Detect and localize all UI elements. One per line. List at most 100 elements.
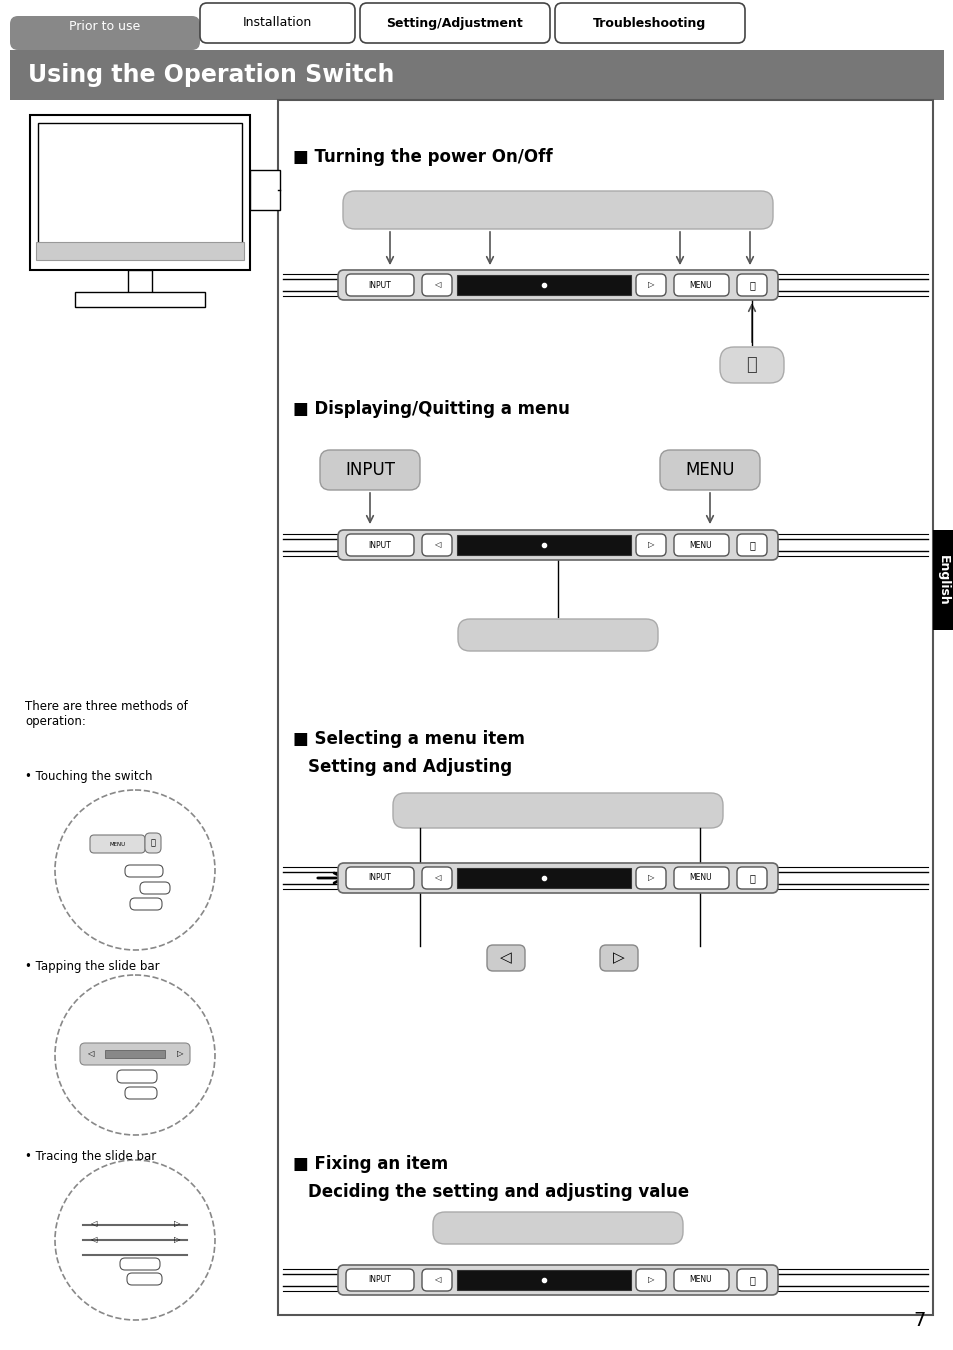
Circle shape — [55, 790, 214, 950]
Text: ◁: ◁ — [90, 1219, 96, 1228]
Text: ⏻: ⏻ — [746, 356, 757, 374]
Text: ▷: ▷ — [647, 281, 654, 289]
Text: Setting and Adjusting: Setting and Adjusting — [308, 757, 512, 776]
Text: ▷: ▷ — [647, 1276, 654, 1284]
FancyBboxPatch shape — [200, 3, 355, 43]
FancyBboxPatch shape — [421, 1269, 452, 1291]
FancyBboxPatch shape — [337, 863, 778, 892]
Text: MENU: MENU — [684, 460, 734, 479]
Text: ▷: ▷ — [173, 1219, 180, 1228]
Text: There are three methods of
operation:: There are three methods of operation: — [25, 701, 188, 728]
Bar — [30, 115, 250, 270]
FancyBboxPatch shape — [433, 1212, 682, 1243]
FancyBboxPatch shape — [140, 882, 170, 894]
Text: Installation: Installation — [243, 16, 312, 30]
FancyBboxPatch shape — [337, 270, 778, 300]
FancyBboxPatch shape — [673, 274, 728, 296]
FancyBboxPatch shape — [80, 1044, 190, 1065]
FancyBboxPatch shape — [127, 1273, 162, 1285]
FancyBboxPatch shape — [636, 867, 665, 890]
FancyBboxPatch shape — [673, 867, 728, 890]
Text: MENU: MENU — [689, 540, 712, 549]
Text: ◁: ◁ — [434, 873, 439, 883]
FancyBboxPatch shape — [343, 190, 772, 230]
FancyBboxPatch shape — [346, 1269, 414, 1291]
Circle shape — [55, 1160, 214, 1320]
FancyBboxPatch shape — [486, 945, 524, 971]
FancyBboxPatch shape — [421, 274, 452, 296]
Text: ▷: ▷ — [613, 950, 624, 965]
FancyBboxPatch shape — [636, 535, 665, 556]
Bar — [38, 123, 242, 243]
Text: Prior to use: Prior to use — [70, 20, 140, 32]
Text: INPUT: INPUT — [345, 460, 395, 479]
Text: INPUT: INPUT — [368, 1276, 391, 1284]
FancyBboxPatch shape — [125, 865, 163, 878]
Text: INPUT: INPUT — [368, 873, 391, 883]
Text: ▷: ▷ — [173, 1235, 180, 1245]
Text: Troubleshooting: Troubleshooting — [593, 16, 706, 30]
Text: MENU: MENU — [110, 841, 126, 846]
FancyBboxPatch shape — [673, 1269, 728, 1291]
FancyBboxPatch shape — [117, 1071, 157, 1083]
Bar — [932, 531, 953, 630]
Circle shape — [55, 975, 214, 1135]
FancyBboxPatch shape — [90, 836, 145, 853]
FancyBboxPatch shape — [673, 535, 728, 556]
Text: • Touching the switch: • Touching the switch — [25, 769, 152, 783]
FancyBboxPatch shape — [359, 3, 550, 43]
FancyBboxPatch shape — [737, 274, 766, 296]
Text: Setting/Adjustment: Setting/Adjustment — [386, 16, 523, 30]
Text: ◁: ◁ — [434, 540, 439, 549]
FancyBboxPatch shape — [636, 1269, 665, 1291]
Bar — [456, 535, 630, 555]
Text: ◁: ◁ — [434, 281, 439, 289]
FancyBboxPatch shape — [720, 347, 783, 383]
FancyBboxPatch shape — [393, 792, 722, 828]
Text: Using the Operation Switch: Using the Operation Switch — [28, 63, 394, 86]
FancyBboxPatch shape — [145, 833, 161, 853]
FancyBboxPatch shape — [120, 1258, 160, 1270]
Text: ■ Selecting a menu item: ■ Selecting a menu item — [293, 730, 524, 748]
Text: ⏻: ⏻ — [151, 838, 155, 848]
Text: INPUT: INPUT — [368, 540, 391, 549]
Text: • Tapping the slide bar: • Tapping the slide bar — [25, 960, 159, 973]
Text: 7: 7 — [913, 1311, 925, 1330]
FancyBboxPatch shape — [319, 450, 419, 490]
Bar — [250, 170, 280, 211]
Bar — [456, 275, 630, 296]
FancyBboxPatch shape — [346, 535, 414, 556]
Text: INPUT: INPUT — [368, 281, 391, 289]
Bar — [277, 100, 932, 1315]
Text: ■ Fixing an item: ■ Fixing an item — [293, 1156, 448, 1173]
Text: • Tracing the slide bar: • Tracing the slide bar — [25, 1150, 156, 1162]
FancyBboxPatch shape — [421, 535, 452, 556]
FancyBboxPatch shape — [346, 867, 414, 890]
Text: MENU: MENU — [689, 1276, 712, 1284]
Bar — [456, 868, 630, 888]
Text: ▷: ▷ — [176, 1049, 183, 1058]
FancyBboxPatch shape — [337, 1265, 778, 1295]
Text: MENU: MENU — [689, 873, 712, 883]
FancyBboxPatch shape — [737, 535, 766, 556]
FancyBboxPatch shape — [10, 16, 200, 50]
FancyBboxPatch shape — [659, 450, 760, 490]
FancyBboxPatch shape — [125, 1087, 157, 1099]
Text: ⏻: ⏻ — [748, 540, 754, 549]
Bar — [36, 242, 244, 261]
FancyBboxPatch shape — [737, 867, 766, 890]
FancyBboxPatch shape — [421, 867, 452, 890]
Text: ◁: ◁ — [434, 1276, 439, 1284]
Text: MENU: MENU — [689, 281, 712, 289]
Text: ⏻: ⏻ — [748, 873, 754, 883]
Text: ⏻: ⏻ — [748, 1274, 754, 1285]
FancyBboxPatch shape — [337, 531, 778, 560]
Text: ▷: ▷ — [647, 873, 654, 883]
FancyBboxPatch shape — [555, 3, 744, 43]
Text: ▷: ▷ — [647, 540, 654, 549]
Text: ■ Displaying/Quitting a menu: ■ Displaying/Quitting a menu — [293, 400, 569, 418]
FancyBboxPatch shape — [457, 620, 658, 651]
Text: ◁: ◁ — [499, 950, 512, 965]
FancyBboxPatch shape — [599, 945, 638, 971]
Text: ◁: ◁ — [90, 1235, 96, 1245]
